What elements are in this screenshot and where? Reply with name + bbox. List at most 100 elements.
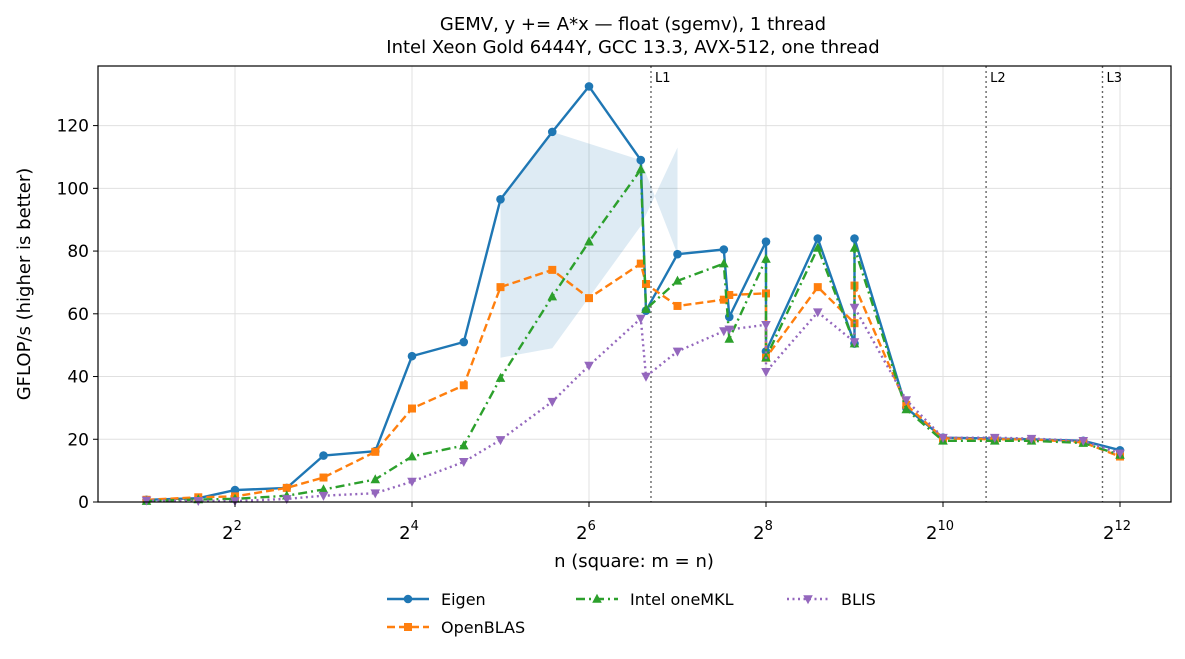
- x-tick-base: 2: [1103, 523, 1114, 544]
- series-openblas-point: [371, 447, 380, 456]
- series-blis-point: [547, 397, 558, 407]
- legend-marker: [803, 595, 813, 605]
- series-intel-onemkl-point: [761, 253, 771, 263]
- cache-line-label: L3: [1106, 71, 1122, 86]
- series-intel-onemkl-point: [724, 333, 735, 343]
- series-eigen: [142, 82, 1125, 505]
- series-intel-onemkl-point: [849, 242, 860, 252]
- series-blis-point: [761, 320, 771, 330]
- cache-lines: L1 L2 L3: [650, 66, 1122, 502]
- series-eigen-point: [850, 234, 859, 243]
- series-blis-point: [370, 489, 381, 499]
- series-intel-onemkl-point: [458, 440, 469, 450]
- series-openblas-point: [548, 265, 557, 274]
- series-blis-point: [1115, 449, 1125, 459]
- series-blis-point: [901, 396, 912, 406]
- x-axis-ticks: 22 24 26 28 210 212: [222, 502, 1131, 544]
- cache-line-label: L1: [655, 71, 671, 86]
- series-openblas-point: [496, 283, 505, 292]
- series-openblas-point: [636, 259, 645, 268]
- series-openblas-point: [725, 290, 734, 299]
- series-blis-point: [458, 458, 469, 468]
- series-layer: [141, 82, 1125, 507]
- series-blis-point: [849, 338, 860, 348]
- legend-label: Intel oneMKL: [630, 590, 734, 609]
- x-tick-base: 2: [753, 523, 764, 544]
- series-eigen-line: [146, 85, 1121, 501]
- series-blis-point: [407, 477, 417, 487]
- legend-item-openblas: OpenBLAS: [387, 618, 525, 637]
- x-tick-label: 212: [1103, 519, 1131, 544]
- series-openblas-point: [813, 283, 822, 292]
- legend-label: OpenBLAS: [441, 618, 525, 637]
- y-axis-label: GFLOP/s (higher is better): [14, 168, 35, 401]
- x-tick-exponent: 10: [937, 519, 954, 534]
- series-intel-onemkl-point: [641, 303, 651, 313]
- series-openblas-point: [719, 295, 728, 304]
- series-blis-point: [281, 495, 292, 505]
- series-intel-onemkl-point: [812, 242, 823, 252]
- series-eigen-point: [459, 337, 469, 347]
- series-blis: [141, 303, 1125, 507]
- series-eigen-point: [636, 155, 646, 165]
- plot-area-frame: [97, 65, 1172, 503]
- cache-line-label: L2: [990, 71, 1006, 86]
- series-eigen-point: [547, 127, 557, 137]
- x-tick-base: 2: [399, 523, 410, 544]
- y-tick-label: 40: [67, 368, 89, 388]
- series-intel-onemkl-point: [719, 258, 729, 268]
- legend-marker: [403, 594, 413, 604]
- series-blis-point: [989, 433, 1000, 443]
- series-openblas-point: [673, 301, 682, 310]
- series-intel-onemkl-point: [407, 451, 417, 461]
- series-openblas-line: [146, 262, 1121, 501]
- y-tick-label: 80: [67, 242, 89, 262]
- legend-item-blis: BLIS: [787, 590, 876, 609]
- series-openblas-point: [319, 473, 328, 482]
- series-openblas-point: [459, 381, 468, 390]
- legend-marker: [404, 623, 412, 631]
- x-tick-base: 2: [576, 523, 587, 544]
- y-tick-label: 20: [67, 430, 89, 450]
- series-blis-point: [1026, 434, 1037, 444]
- series-eigen-point: [584, 82, 594, 91]
- grid: [98, 66, 1171, 503]
- chart-title: GEMV, y += A*x — float (sgemv), 1 thread: [440, 14, 826, 35]
- series-blis-point: [635, 314, 646, 324]
- series-blis-point: [584, 361, 594, 371]
- series-blis-point: [812, 308, 823, 318]
- y-tick-label: 120: [57, 117, 89, 137]
- legend-label: Eigen: [441, 590, 486, 609]
- series-blis-point: [672, 347, 683, 357]
- y-axis-ticks: 0 20 40 60 80 100 120: [57, 117, 98, 513]
- y-tick-label: 0: [78, 493, 89, 513]
- series-intel-onemkl-point: [318, 484, 329, 494]
- series-intel-onemkl-point: [547, 291, 558, 301]
- legend-item-intel-onemkl: Intel oneMKL: [576, 590, 734, 609]
- x-tick-exponent: 4: [411, 519, 419, 534]
- series-openblas-point: [641, 280, 650, 288]
- series-blis-point: [849, 303, 860, 313]
- series-blis-point: [141, 496, 152, 506]
- legend: Eigen OpenBLAS Intel oneMKL BLIS: [387, 590, 876, 637]
- chart-subtitle: Intel Xeon Gold 6444Y, GCC 13.3, AVX-512…: [386, 37, 879, 58]
- series-eigen-point: [761, 237, 771, 246]
- series-blis-point: [761, 368, 771, 378]
- x-tick-label: 210: [926, 519, 954, 544]
- x-tick-exponent: 8: [765, 519, 773, 534]
- series-eigen-point: [496, 195, 505, 204]
- series-blis-point: [724, 325, 735, 335]
- series-intel-onemkl-point: [584, 236, 594, 246]
- y-tick-label: 100: [57, 179, 89, 199]
- series-eigen-point: [319, 451, 328, 460]
- legend-marker: [592, 593, 602, 603]
- series-eigen-point: [813, 234, 823, 243]
- series-eigen-point: [230, 485, 240, 495]
- x-tick-base: 2: [926, 523, 937, 544]
- x-tick-label: 22: [222, 519, 242, 544]
- series-blis-point: [641, 372, 651, 382]
- series-intel-onemkl-point: [495, 372, 506, 382]
- series-openblas-point: [282, 483, 291, 492]
- legend-item-eigen: Eigen: [387, 590, 486, 609]
